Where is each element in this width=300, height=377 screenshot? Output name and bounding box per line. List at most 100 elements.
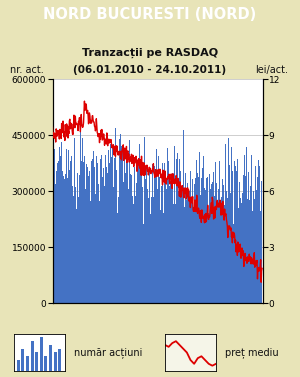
Bar bbox=[122, 150, 123, 303]
Bar bbox=[121, 146, 122, 303]
Bar bbox=[74, 138, 75, 303]
Bar bbox=[106, 186, 107, 303]
Bar bbox=[112, 179, 113, 303]
Bar bbox=[211, 184, 212, 303]
Bar bbox=[149, 172, 150, 303]
Bar bbox=[214, 196, 215, 303]
Bar bbox=[86, 195, 87, 303]
Bar bbox=[223, 196, 224, 303]
Bar bbox=[76, 208, 77, 303]
Bar bbox=[230, 193, 231, 303]
Bar bbox=[181, 156, 182, 303]
Bar bbox=[200, 195, 201, 303]
Bar bbox=[151, 197, 152, 303]
Bar bbox=[206, 178, 207, 303]
Bar bbox=[139, 173, 140, 303]
Bar bbox=[26, 356, 29, 371]
Bar bbox=[132, 196, 133, 303]
Bar bbox=[192, 179, 193, 303]
Bar bbox=[222, 179, 223, 303]
Bar bbox=[187, 144, 188, 303]
Bar bbox=[129, 140, 130, 303]
Bar bbox=[99, 201, 100, 303]
Bar bbox=[156, 149, 157, 303]
Bar bbox=[66, 149, 67, 303]
Bar bbox=[136, 183, 137, 303]
Bar bbox=[144, 197, 145, 303]
Bar bbox=[54, 149, 55, 303]
Bar bbox=[243, 175, 244, 303]
Bar bbox=[248, 172, 249, 303]
Bar bbox=[138, 159, 139, 303]
Bar bbox=[157, 189, 158, 303]
Bar bbox=[35, 352, 38, 371]
Bar bbox=[190, 172, 191, 303]
Bar bbox=[68, 150, 69, 303]
Bar bbox=[91, 161, 92, 303]
Text: lei/act.: lei/act. bbox=[255, 65, 288, 75]
Bar bbox=[115, 128, 116, 303]
Bar bbox=[150, 214, 151, 303]
Bar bbox=[210, 189, 211, 303]
Bar bbox=[238, 208, 239, 303]
Bar bbox=[203, 156, 204, 303]
Bar bbox=[141, 171, 142, 303]
Bar bbox=[240, 198, 241, 303]
Bar bbox=[58, 161, 59, 303]
Bar bbox=[171, 187, 172, 303]
Bar bbox=[216, 183, 217, 303]
Bar bbox=[126, 154, 127, 303]
Bar bbox=[258, 159, 259, 303]
Bar bbox=[87, 167, 88, 303]
Bar bbox=[225, 144, 226, 303]
Bar bbox=[208, 213, 209, 303]
Bar bbox=[55, 163, 56, 303]
Bar bbox=[69, 170, 70, 303]
Bar bbox=[78, 196, 79, 303]
Bar bbox=[155, 175, 156, 303]
Bar bbox=[92, 159, 93, 303]
Bar bbox=[148, 169, 149, 303]
Bar bbox=[259, 166, 260, 303]
Bar bbox=[21, 349, 24, 371]
Bar bbox=[244, 155, 245, 303]
Bar bbox=[168, 161, 169, 303]
Bar bbox=[213, 172, 214, 303]
Bar bbox=[251, 155, 252, 303]
Text: număr acțiuni: număr acțiuni bbox=[74, 347, 142, 358]
Bar bbox=[49, 345, 52, 371]
Bar bbox=[254, 186, 255, 303]
Bar bbox=[104, 186, 105, 303]
Bar bbox=[117, 213, 118, 303]
Bar bbox=[70, 133, 71, 303]
Bar bbox=[44, 356, 47, 371]
Bar bbox=[233, 173, 234, 303]
Bar bbox=[116, 170, 117, 303]
Bar bbox=[260, 211, 261, 303]
Bar bbox=[107, 181, 108, 303]
Bar bbox=[246, 147, 247, 303]
Bar bbox=[153, 197, 154, 303]
Bar bbox=[175, 204, 176, 303]
Bar bbox=[31, 341, 34, 371]
Bar bbox=[58, 349, 61, 371]
Bar bbox=[62, 171, 63, 303]
Bar bbox=[261, 181, 262, 303]
Bar bbox=[67, 178, 68, 303]
Bar bbox=[177, 153, 178, 303]
Bar bbox=[212, 183, 213, 303]
Bar bbox=[227, 198, 228, 303]
Bar bbox=[75, 187, 76, 303]
Bar bbox=[63, 176, 64, 303]
Bar bbox=[81, 185, 82, 303]
Bar bbox=[253, 191, 254, 303]
Bar bbox=[98, 184, 99, 303]
Bar bbox=[140, 169, 141, 303]
Bar bbox=[54, 352, 57, 371]
Bar bbox=[176, 159, 177, 303]
Bar bbox=[90, 201, 91, 303]
Bar bbox=[145, 166, 146, 303]
Bar bbox=[59, 147, 60, 303]
Bar bbox=[123, 158, 124, 303]
Bar bbox=[94, 167, 95, 303]
